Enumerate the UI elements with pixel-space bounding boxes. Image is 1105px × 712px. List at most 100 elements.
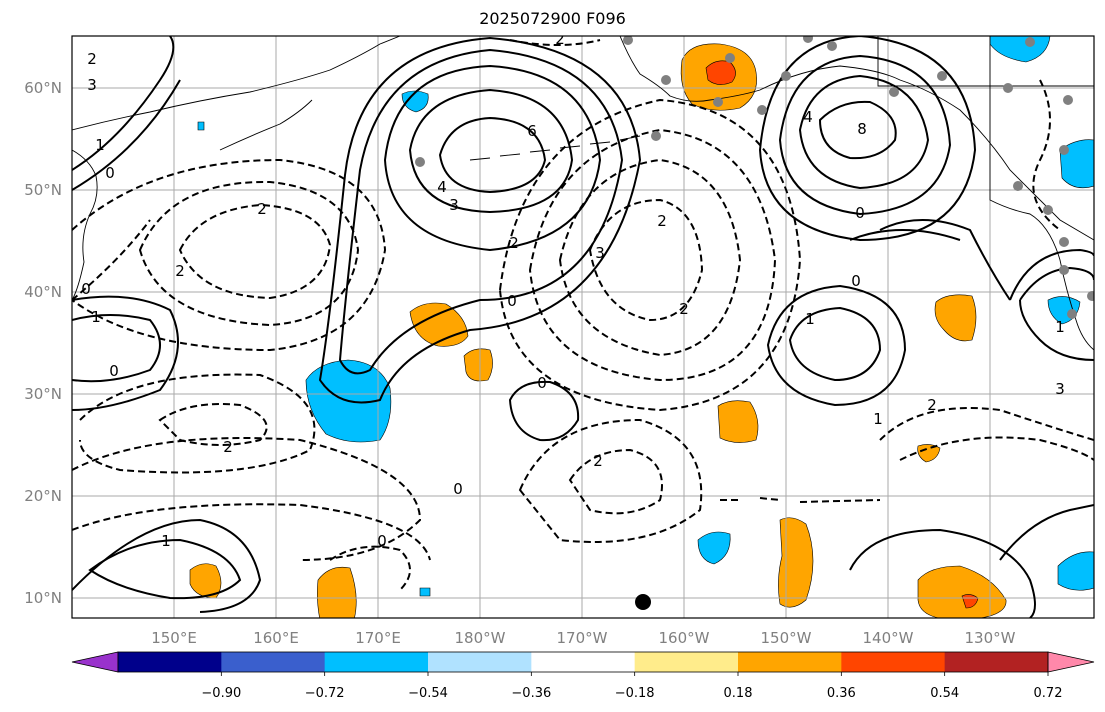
contour-label: 0: [537, 374, 547, 392]
anomaly-patch-warm: [917, 565, 1007, 618]
contour-label: 1: [161, 532, 171, 550]
contour-label: 0: [855, 204, 865, 222]
contour-label: 0: [851, 272, 861, 290]
colorbar-tick-label: −0.54: [408, 686, 448, 701]
contour-label: 0: [105, 164, 115, 182]
contour-label: 2: [509, 234, 519, 252]
anomaly-patch-cool: [1057, 551, 1094, 591]
colorbar-segment: [118, 652, 222, 672]
colorbar-segment: [531, 652, 636, 672]
contour-label: 0: [81, 280, 91, 298]
colorbar-segment: [738, 652, 842, 672]
longitude-label: 150°W: [761, 629, 812, 647]
colorbar-tick-label: −0.18: [615, 686, 655, 701]
contour-label: 2: [657, 212, 667, 230]
latitude-label: 20°N: [24, 487, 62, 505]
longitude-label: 160°E: [253, 629, 299, 647]
longitude-label: 130°W: [965, 629, 1016, 647]
contour-label: 3: [595, 244, 605, 262]
anomaly-patch-hot: [705, 60, 736, 85]
colorbar-segment: [944, 652, 1049, 672]
anomaly-patch-warm: [934, 294, 977, 342]
longitude-axis-labels: 150°E 160°E 170°E 180°W 170°W 160°W 150°W 140°W…: [151, 629, 1015, 647]
map-inset-box: [877, 36, 1094, 87]
contour-label: 1: [91, 308, 101, 326]
longitude-label: 170°E: [355, 629, 401, 647]
coastline-asia: [72, 36, 401, 131]
contour-label: 6: [527, 122, 537, 140]
colorbar-tick-label: 0.18: [724, 686, 753, 701]
colorbar-tick-label: 0.54: [930, 686, 959, 701]
longitude-label: 140°W: [863, 629, 914, 647]
contours-solid: [72, 36, 1094, 618]
contour-label: 0: [507, 292, 517, 310]
contour-label: 0: [109, 362, 119, 380]
contour-label: 0: [377, 532, 387, 550]
coastline-kamchatka: [219, 99, 313, 151]
colorbar-segment: [324, 652, 429, 672]
contour-label: 2: [555, 30, 565, 48]
contour-label: 3: [87, 76, 97, 94]
anomaly-patch-cool: [697, 531, 731, 565]
contour-label: 4: [437, 178, 447, 196]
contour-label: 2: [257, 200, 267, 218]
anomaly-patch-warm: [917, 444, 941, 463]
longitude-label: 170°W: [557, 629, 608, 647]
anomaly-patch-cool: [419, 587, 431, 597]
anomaly-patch-warm: [717, 400, 759, 443]
latitude-label: 40°N: [24, 283, 62, 301]
anomaly-patch-cool: [989, 36, 1051, 63]
colorbar-tick-label: −0.72: [305, 686, 345, 701]
coastline-asia: [72, 149, 98, 301]
contour-label: 4: [803, 108, 813, 126]
colorbar-segment: [634, 652, 739, 672]
latitude-axis-labels: 60°N 50°N 40°N 30°N 20°N 10°N: [24, 79, 62, 607]
contours-dashed: [72, 39, 1094, 591]
anomaly-patch-warm: [463, 348, 493, 382]
station-dots: [415, 36, 1094, 319]
colorbar-extend-low: [71, 651, 119, 673]
contour-label: 2: [175, 262, 185, 280]
colorbar: [71, 651, 1095, 673]
anomaly-patch-cool: [197, 121, 205, 131]
contour-label: 1: [805, 310, 815, 328]
contour-label: 3: [449, 196, 459, 214]
contour-label: 0: [453, 480, 463, 498]
contour-label: 1: [873, 410, 883, 428]
marker-dot: [635, 594, 651, 610]
latitude-label: 50°N: [24, 181, 62, 199]
anomaly-patch-cool: [401, 90, 429, 113]
colorbar-tick-label: 0.72: [1034, 686, 1063, 701]
longitude-label: 150°E: [151, 629, 197, 647]
colorbar-segment: [428, 652, 532, 672]
colorbar-segment: [841, 652, 946, 672]
colorbar-outline: [117, 651, 1049, 673]
contour-label: 2: [927, 396, 937, 414]
colorbar-tick-label: −0.36: [511, 686, 551, 701]
colorbar-tick-label: −0.90: [201, 686, 241, 701]
contour-label: 1: [1055, 318, 1065, 336]
contour-label: 8: [857, 120, 867, 138]
map-title: 2025072900 F096: [479, 9, 626, 28]
contour-label: 3: [1055, 380, 1065, 398]
longitude-label: 180°W: [455, 629, 506, 647]
contour-label: 2: [593, 452, 603, 470]
latitude-label: 30°N: [24, 385, 62, 403]
coastline-north-america: [989, 36, 1094, 351]
colorbar-extend-high: [1047, 651, 1095, 673]
latitude-label: 10°N: [24, 589, 62, 607]
anomaly-patch-warm: [778, 517, 814, 608]
latitude-label: 60°N: [24, 79, 62, 97]
contour-label: 2: [679, 300, 689, 318]
colorbar-tick-label: 0.36: [827, 686, 856, 701]
anomaly-patch-warm: [189, 563, 222, 599]
map-frame: [71, 35, 1095, 619]
contour-label: 1: [95, 136, 105, 154]
contour-label: 2: [223, 438, 233, 456]
colorbar-segment: [221, 652, 326, 672]
anomaly-patch-warm: [317, 566, 357, 618]
contour-label: 2: [87, 50, 97, 68]
